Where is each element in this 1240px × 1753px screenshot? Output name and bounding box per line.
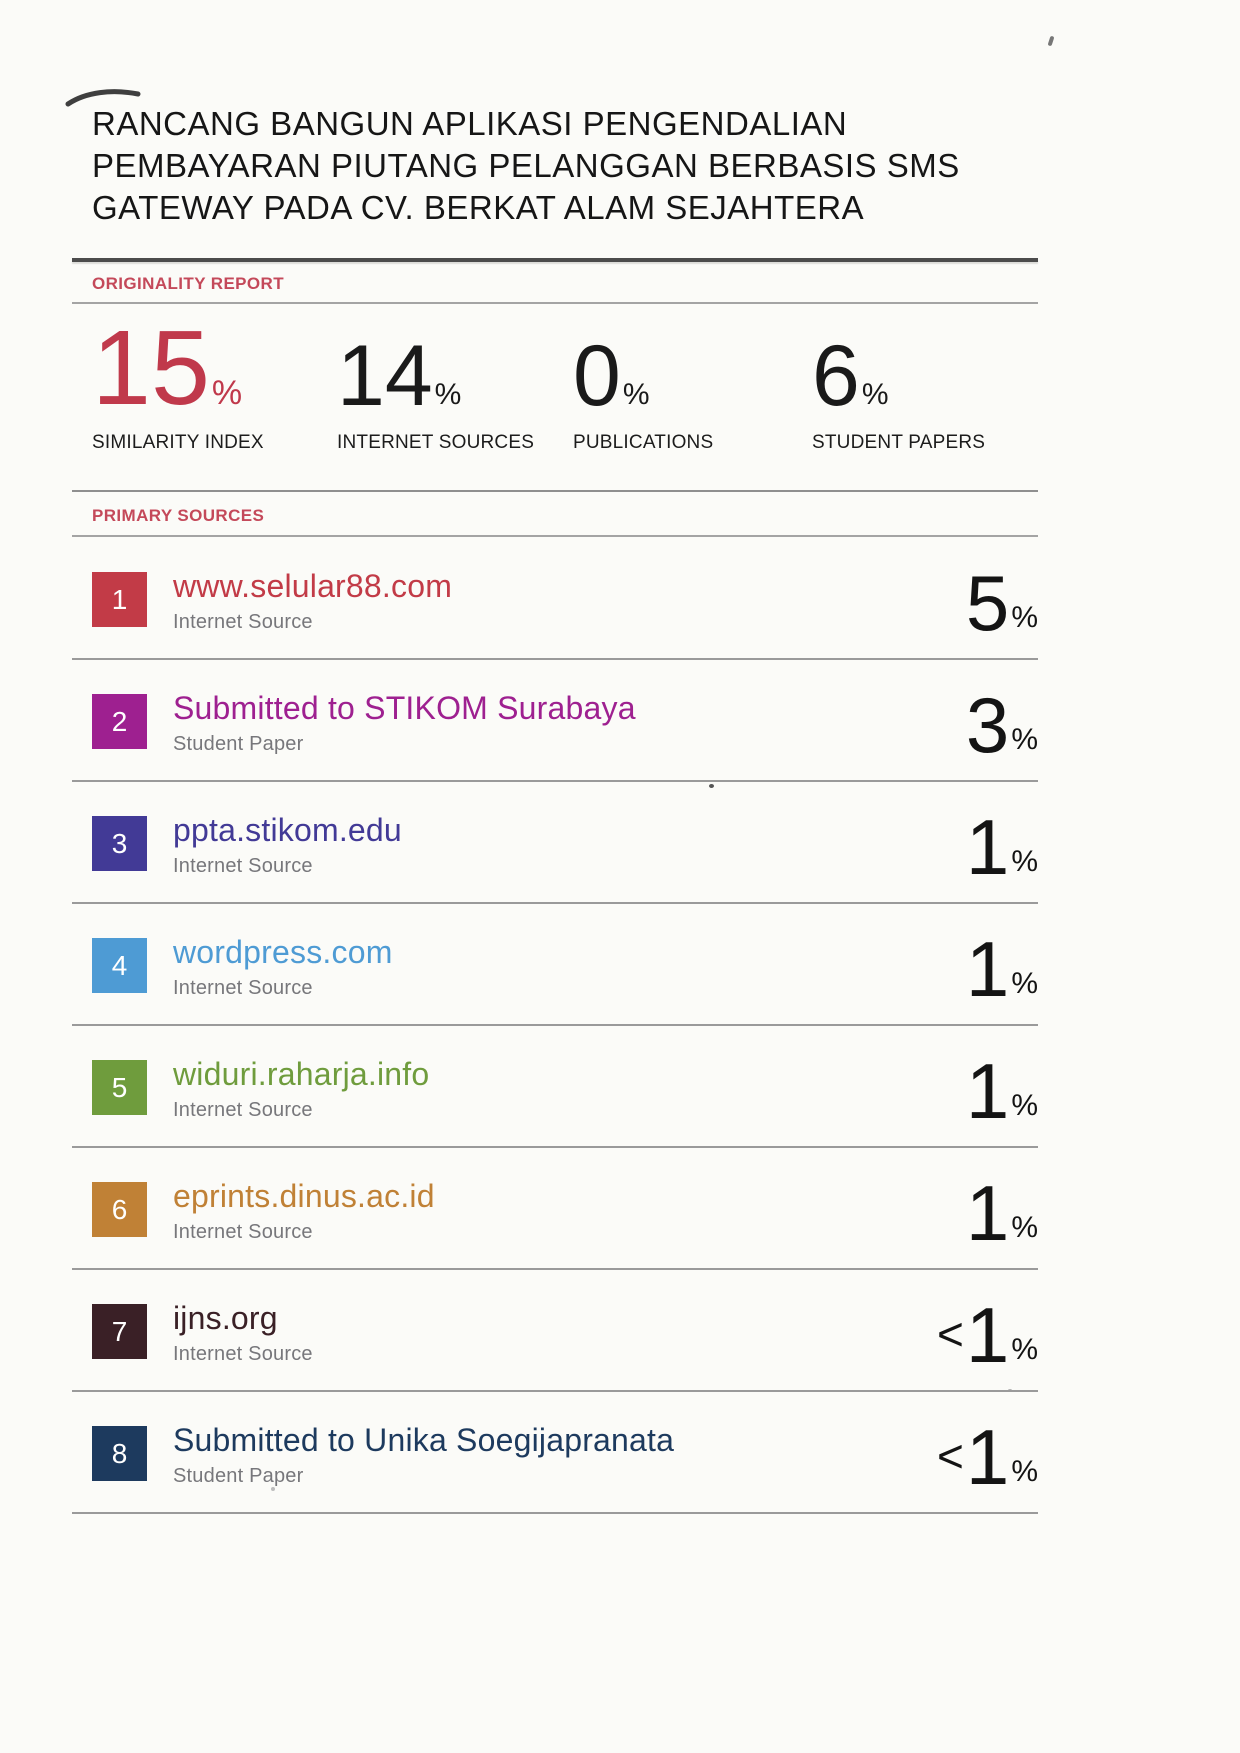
document-title-line-2: PEMBAYARAN PIUTANG PELANGGAN BERBASIS SM… xyxy=(92,147,960,184)
source-type: Internet Source xyxy=(173,1221,313,1243)
source-type: Internet Source xyxy=(173,1099,313,1121)
stat-value: 14 % xyxy=(337,328,462,425)
source-title: Submitted to Unika Soegijapranata xyxy=(173,1422,675,1458)
source-title: widuri.raharja.info xyxy=(173,1056,430,1092)
source-title: Submitted to STIKOM Surabaya xyxy=(173,690,636,726)
stat-value: 15 % xyxy=(92,309,243,428)
source-title: ijns.org xyxy=(173,1300,278,1336)
source-number-badge: 4 xyxy=(92,938,147,993)
source-title: ppta.stikom.edu xyxy=(173,812,402,848)
document-title-line-1: RANCANG BANGUN APLIKASI PENGENDALIAN xyxy=(92,105,848,142)
source-number-badge: 5 xyxy=(92,1060,147,1115)
scan-speck xyxy=(271,1487,275,1491)
stat-internet-sources: 14 % INTERNET SOURCES xyxy=(337,318,534,454)
source-number-badge: 7 xyxy=(92,1304,147,1359)
stat-value: 0 % xyxy=(573,328,650,425)
source-number-badge: 6 xyxy=(92,1182,147,1237)
source-title: www.selular88.com xyxy=(173,568,453,604)
primary-sources-label: PRIMARY SOURCES xyxy=(92,506,265,525)
source-type: Internet Source xyxy=(173,611,313,633)
source-row: 1 www.selular88.com Internet Source 5 % xyxy=(0,558,1240,694)
row-divider xyxy=(72,780,1038,782)
source-row: 4 wordpress.com Internet Source 1 % xyxy=(0,924,1240,1060)
source-row: 8 Submitted to Unika Soegijapranata Stud… xyxy=(0,1412,1240,1548)
stat-label: STUDENT PAPERS xyxy=(812,432,986,453)
source-type: Internet Source xyxy=(173,855,313,877)
source-row: 3 ppta.stikom.edu Internet Source 1 % xyxy=(0,802,1240,938)
source-percentage: < 1 % xyxy=(937,1290,1038,1379)
scan-speck xyxy=(1047,35,1055,47)
section-divider xyxy=(72,302,1038,304)
source-row: 2 Submitted to STIKOM Surabaya Student P… xyxy=(0,680,1240,816)
source-percentage: < 1 % xyxy=(937,1412,1038,1501)
row-divider xyxy=(72,1268,1038,1270)
source-row: 6 eprints.dinus.ac.id Internet Source 1 … xyxy=(0,1168,1240,1304)
source-type: Internet Source xyxy=(173,1343,313,1365)
source-row: 5 widuri.raharja.info Internet Source 1 … xyxy=(0,1046,1240,1182)
source-title: wordpress.com xyxy=(173,934,393,970)
pen-stroke-mark xyxy=(65,89,141,107)
source-number-badge: 2 xyxy=(92,694,147,749)
row-divider xyxy=(72,1024,1038,1026)
scan-speck xyxy=(709,784,714,788)
row-divider xyxy=(72,658,1038,660)
source-number-badge: 8 xyxy=(92,1426,147,1481)
stat-student-papers: 6 % STUDENT PAPERS xyxy=(812,318,985,454)
source-type: Student Paper xyxy=(173,1465,304,1487)
originality-report-label: ORIGINALITY REPORT xyxy=(92,274,285,293)
section-divider xyxy=(72,490,1038,492)
source-percentage: 1 % xyxy=(965,802,1038,891)
stat-similarity-index: 15 % SIMILARITY INDEX xyxy=(92,309,264,454)
row-divider xyxy=(72,1512,1038,1514)
source-number-badge: 1 xyxy=(92,572,147,627)
source-row: 7 ijns.org Internet Source < 1 % xyxy=(0,1290,1240,1426)
source-percentage: 1 % xyxy=(965,1046,1038,1135)
document-title: RANCANG BANGUN APLIKASI PENGENDALIAN PEM… xyxy=(92,103,992,229)
stat-publications: 0 % PUBLICATIONS xyxy=(573,318,713,454)
title-underline xyxy=(72,258,1038,262)
row-divider xyxy=(72,1390,1038,1392)
stat-label: INTERNET SOURCES xyxy=(337,432,535,453)
source-percentage: 1 % xyxy=(965,924,1038,1013)
source-percentage: 3 % xyxy=(965,680,1038,769)
source-number-badge: 3 xyxy=(92,816,147,871)
stat-label: PUBLICATIONS xyxy=(573,432,714,453)
section-divider xyxy=(72,535,1038,537)
source-type: Internet Source xyxy=(173,977,313,999)
source-title: eprints.dinus.ac.id xyxy=(173,1178,435,1214)
source-percentage: 5 % xyxy=(965,558,1038,647)
stat-label: SIMILARITY INDEX xyxy=(92,432,264,453)
source-type: Student Paper xyxy=(173,733,304,755)
row-divider xyxy=(72,1146,1038,1148)
source-percentage: 1 % xyxy=(965,1168,1038,1257)
row-divider xyxy=(72,902,1038,904)
stat-value: 6 % xyxy=(812,328,889,425)
document-title-line-3: GATEWAY PADA CV. BERKAT ALAM SEJAHTERA xyxy=(92,189,865,226)
